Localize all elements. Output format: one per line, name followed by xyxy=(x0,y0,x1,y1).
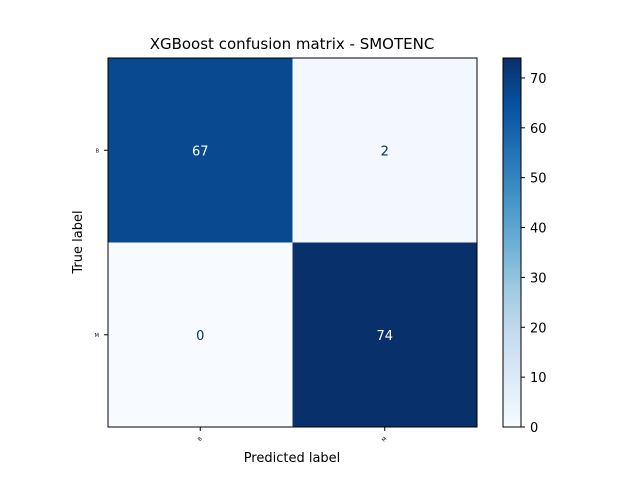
heatmap-cells xyxy=(108,58,477,427)
x-tick-label: M xyxy=(381,436,388,443)
plot-frame xyxy=(107,57,478,428)
colorbar-tick-label: 30 xyxy=(530,271,547,286)
x-axis-label: Predicted label xyxy=(244,451,341,466)
colorbar-tick-label: 70 xyxy=(530,72,547,87)
colorbar-tick-label: 40 xyxy=(530,222,547,237)
colorbar-ticks: 0 10 20 30 40 50 60 70 xyxy=(521,72,547,436)
colorbar: 0 10 20 30 40 50 60 70 xyxy=(502,57,547,436)
colorbar-tick-label: 0 xyxy=(530,421,538,436)
y-tick-label: M xyxy=(95,333,99,339)
colorbar-tick-label: 10 xyxy=(530,371,547,386)
colorbar-gradient xyxy=(503,58,521,427)
colorbar-tick-label: 20 xyxy=(530,321,547,336)
heatmap-cell-1-1 xyxy=(292,242,477,427)
cell-value-label: 0 xyxy=(196,329,204,344)
heatmap-cell-0-0 xyxy=(108,58,293,243)
chart-title: XGBoost confusion matrix - SMOTENC xyxy=(150,35,435,53)
y-axis-ticks: BM xyxy=(95,148,108,339)
x-tick-label: B xyxy=(197,436,204,443)
cell-value-label: 67 xyxy=(192,144,209,159)
y-tick-label: B xyxy=(96,148,100,154)
colorbar-frame xyxy=(502,57,522,428)
colorbar-tick-label: 60 xyxy=(530,122,547,137)
heatmap-cell-0-1 xyxy=(292,58,477,243)
colorbar-tick-label: 50 xyxy=(530,172,547,187)
heatmap-cell-labels: 67 2 0 74 xyxy=(192,144,393,344)
cell-value-label: 74 xyxy=(376,329,393,344)
y-axis-label: True label xyxy=(71,210,86,274)
cell-value-label: 2 xyxy=(381,144,389,159)
heatmap-cell-1-0 xyxy=(108,242,293,427)
